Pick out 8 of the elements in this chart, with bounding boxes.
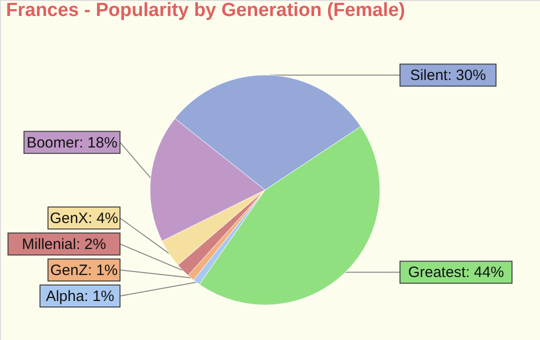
chart-title: Frances - Popularity by Generation (Female) <box>6 0 406 21</box>
slice-label: Greatest: 44% <box>408 264 504 282</box>
slice-label: Silent: 30% <box>410 67 486 84</box>
slice-label: Boomer: 18% <box>26 134 118 152</box>
slice-label: Millenial: 2% <box>22 236 106 253</box>
slice-label: GenX: 4% <box>50 210 118 227</box>
slice-label: Alpha: 1% <box>46 288 114 305</box>
slice-label: GenZ: 1% <box>50 262 118 279</box>
